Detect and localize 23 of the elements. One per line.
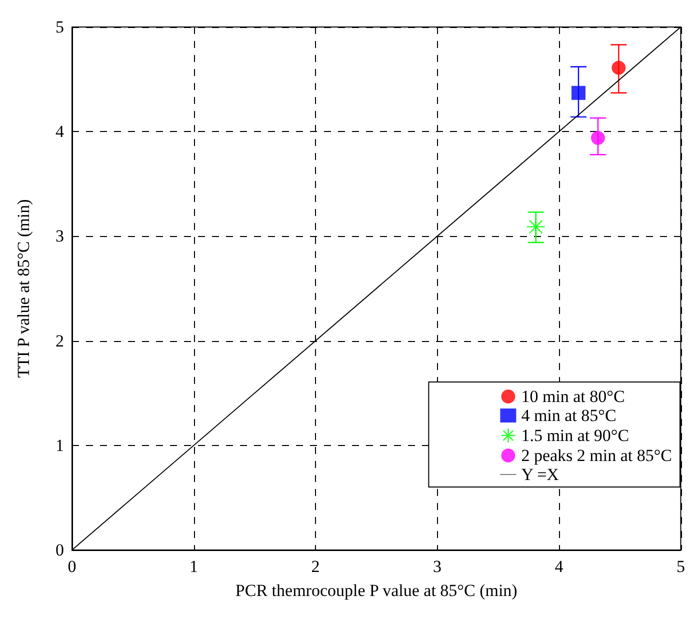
point bbox=[590, 130, 605, 145]
legend-label: 10 min at 80°C bbox=[521, 387, 625, 406]
y-tick-label: 2 bbox=[56, 331, 64, 350]
legend-label: 1.5 min at 90°C bbox=[521, 426, 630, 445]
point bbox=[526, 217, 546, 236]
legend-label: 2 peaks 2 min at 85°C bbox=[521, 446, 672, 465]
point bbox=[571, 86, 586, 100]
x-tick-label: 2 bbox=[311, 557, 320, 576]
x-tick-label: 4 bbox=[554, 557, 564, 576]
x-tick-label: 5 bbox=[676, 557, 685, 576]
x-tick-label: 3 bbox=[433, 557, 442, 576]
x-tick-label: 1 bbox=[190, 557, 198, 576]
legend-label: 4 min at 85°C bbox=[521, 406, 616, 425]
legend-label: Y =X bbox=[521, 465, 559, 484]
y-tick-label: 4 bbox=[56, 122, 64, 142]
point bbox=[612, 60, 626, 75]
y-tick-label: 5 bbox=[56, 18, 64, 36]
y-tick-label: 1 bbox=[56, 436, 64, 455]
x-axis-title: PCR themrocouple P value at 85°C (min) bbox=[235, 581, 518, 600]
y-tick-label: 3 bbox=[56, 226, 64, 246]
x-tick-label: 0 bbox=[68, 557, 76, 576]
y-axis-title: TTI P value at 85°C (min) bbox=[14, 199, 33, 378]
y-tick-label: 0 bbox=[56, 540, 64, 560]
